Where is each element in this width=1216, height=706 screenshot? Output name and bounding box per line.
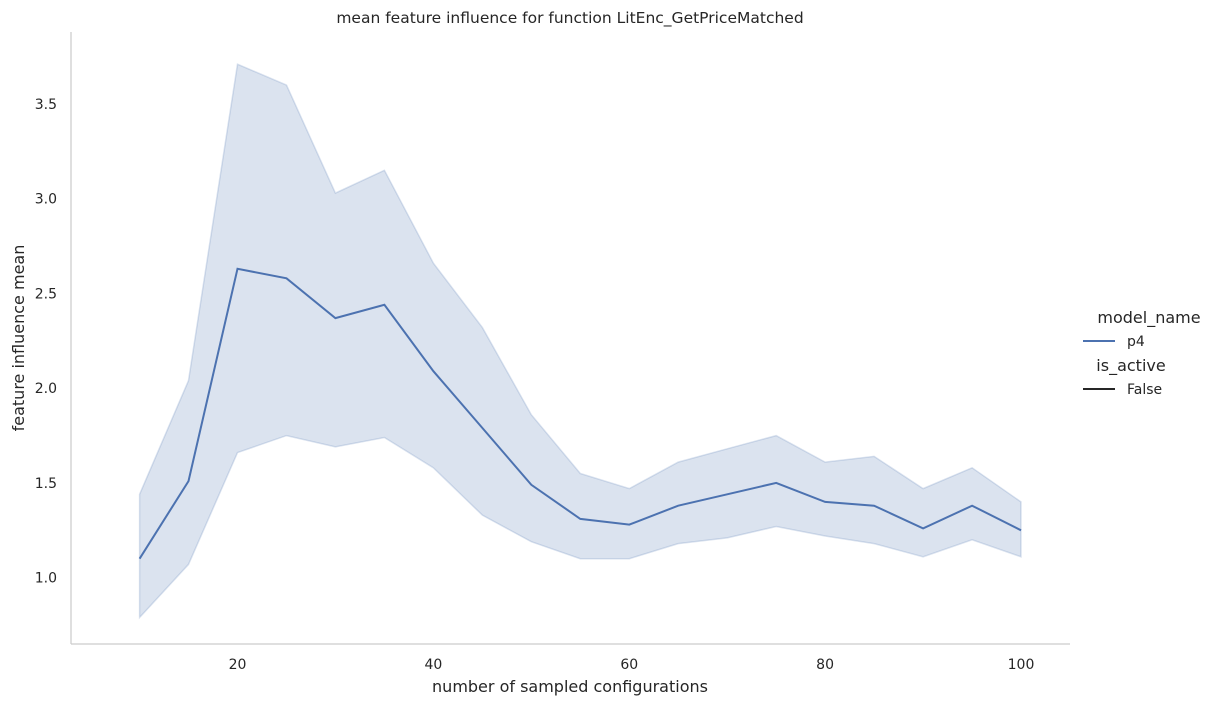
data-point-p4-75 [774, 481, 778, 485]
y-tick-label-2.0: 2.0 [35, 381, 57, 397]
y-tick-label-2.5: 2.5 [35, 287, 57, 303]
legend: model_name p4 is_active False [1083, 308, 1201, 398]
data-point-p4-45 [480, 426, 484, 430]
data-point-p4-50 [529, 483, 533, 487]
plot-area [138, 63, 1023, 620]
data-point-p4-95 [970, 504, 974, 508]
legend-heading-model-name: model_name [1097, 308, 1200, 328]
legend-label-false: False [1127, 382, 1162, 398]
confidence-band-p4 [138, 63, 1022, 620]
x-tick-labels: 20 40 60 80 100 [229, 657, 1035, 673]
x-tick-label-80: 80 [816, 657, 834, 673]
y-tick-labels: 1.0 1.5 2.0 2.5 3.0 3.5 [35, 97, 57, 587]
y-tick-label-3.0: 3.0 [35, 192, 57, 208]
legend-label-p4: p4 [1127, 334, 1145, 350]
x-tick-label-40: 40 [424, 657, 442, 673]
data-point-p4-90 [921, 526, 925, 530]
data-point-p4-20 [236, 267, 240, 271]
data-point-p4-60 [627, 523, 631, 527]
data-point-p4-80 [823, 500, 827, 504]
data-point-p4-55 [578, 517, 582, 521]
x-tick-label-100: 100 [1008, 657, 1035, 673]
data-point-p4-65 [676, 504, 680, 508]
data-point-p4-15 [187, 479, 191, 483]
x-tick-label-20: 20 [229, 657, 247, 673]
x-axis-label: number of sampled configurations [432, 677, 708, 696]
data-point-p4-85 [872, 504, 876, 508]
chart-title: mean feature influence for function LitE… [336, 9, 803, 28]
data-point-p4-70 [725, 492, 729, 496]
data-point-p4-10 [138, 557, 142, 561]
data-point-p4-25 [285, 276, 289, 280]
data-point-p4-35 [382, 303, 386, 307]
y-axis-label: feature influence mean [9, 245, 28, 432]
y-tick-label-3.5: 3.5 [35, 97, 57, 113]
y-tick-label-1.0: 1.0 [35, 571, 57, 587]
data-point-p4-30 [333, 316, 337, 320]
y-tick-label-1.5: 1.5 [35, 476, 57, 492]
data-point-p4-40 [431, 369, 435, 373]
legend-heading-is-active: is_active [1096, 356, 1165, 376]
data-point-p4-100 [1019, 528, 1023, 532]
series-line-p4 [138, 267, 1022, 560]
x-tick-label-60: 60 [620, 657, 638, 673]
